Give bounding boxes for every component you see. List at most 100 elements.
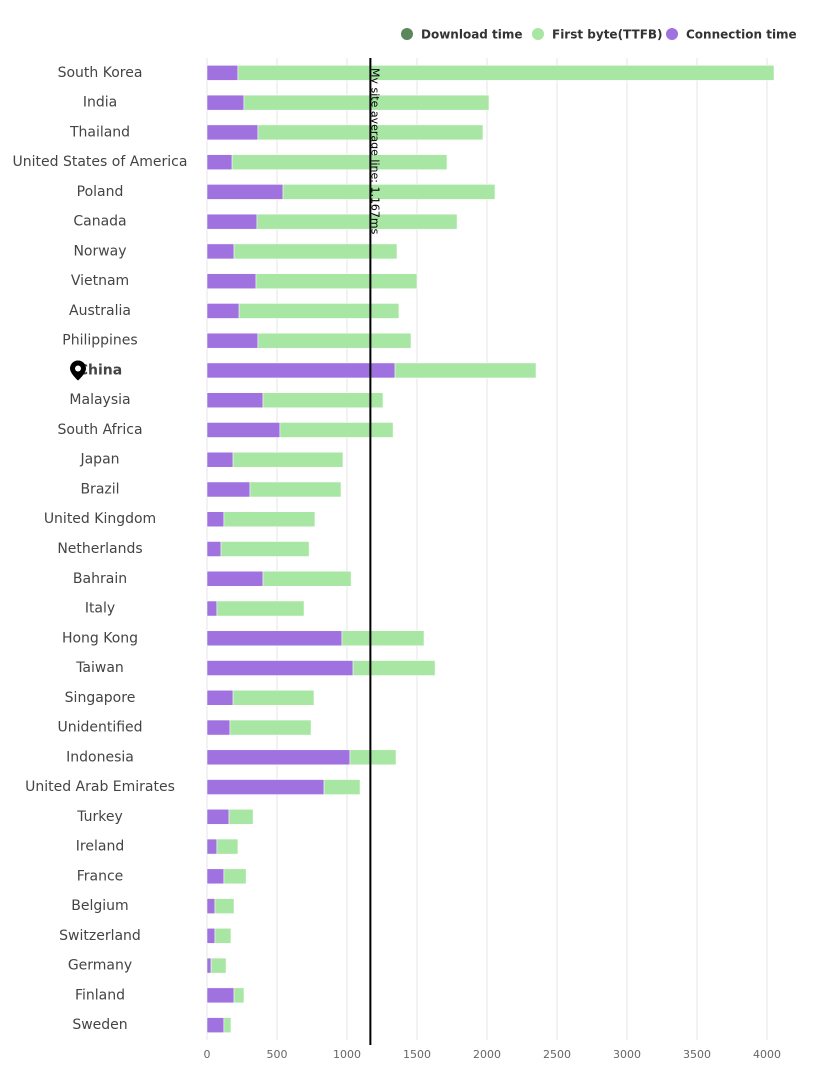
y-tick-label: Unidentified <box>57 720 142 736</box>
x-tick-label: 1500 <box>403 1048 431 1061</box>
y-tick-label: Taiwan <box>75 660 124 676</box>
bar-segment <box>223 868 247 885</box>
bar-segment <box>206 719 231 736</box>
bar-segment <box>206 571 264 587</box>
bar-segment <box>210 957 227 974</box>
bar-segment <box>216 838 239 855</box>
bar-segment <box>323 779 361 795</box>
bar-segment <box>206 362 396 379</box>
bar-segment <box>206 1017 225 1033</box>
y-tick-label: Bahrain <box>73 571 127 587</box>
y-tick-label: Norway <box>73 243 126 259</box>
bar-segment <box>206 511 225 527</box>
y-tick-label: Hong Kong <box>62 630 138 646</box>
y-tick-label: India <box>83 95 117 111</box>
average-label: My site average line: 1,167ms <box>368 68 381 235</box>
y-tick-label: Canada <box>73 214 126 230</box>
bar-segment <box>282 184 496 200</box>
bar-segment <box>206 94 245 111</box>
bar-segment <box>206 184 284 200</box>
bar-segment <box>243 94 490 111</box>
x-tick-label: 2000 <box>473 1048 501 1061</box>
bar-segment <box>206 422 281 438</box>
x-tick-label: 0 <box>204 1048 211 1061</box>
legend-label: First byte(TTFB) <box>552 28 663 42</box>
bar-segment <box>206 65 239 81</box>
bar-segment <box>238 303 400 319</box>
legend-marker <box>401 28 413 40</box>
bar-segment <box>206 779 325 795</box>
x-tick-label: 3500 <box>683 1048 711 1061</box>
bar-segment <box>206 392 264 408</box>
y-tick-label: Switzerland <box>59 928 141 944</box>
bar-segment <box>249 481 342 498</box>
legend-label: Download time <box>421 28 523 42</box>
bar-segment <box>255 273 418 289</box>
bar-segment <box>206 898 216 914</box>
bar-segment <box>229 719 312 736</box>
bar-segment <box>214 928 232 944</box>
bar-segment <box>206 838 218 855</box>
y-tick-label: Italy <box>85 601 115 617</box>
y-tick-label: China <box>78 362 122 378</box>
legend-marker <box>666 28 678 40</box>
bar-segment <box>220 541 310 557</box>
y-tick-label: Finland <box>75 987 125 1003</box>
bar-segment <box>341 630 425 647</box>
bar-segment <box>279 422 394 438</box>
bar-segment <box>233 243 398 260</box>
y-tick-label: Poland <box>77 184 124 200</box>
y-tick-label: Belgium <box>71 898 128 914</box>
legend-label: Connection time <box>686 28 797 42</box>
y-tick-label: Indonesia <box>66 749 134 765</box>
bar-segment <box>231 154 448 170</box>
bar-segment <box>206 541 222 557</box>
y-tick-label: United States of America <box>13 154 188 170</box>
y-tick-label: Philippines <box>62 333 137 349</box>
y-tick-label: Sweden <box>72 1017 127 1033</box>
bar-segment <box>206 451 234 468</box>
bar-segment <box>206 660 354 676</box>
y-tick-label: Vietnam <box>71 273 129 289</box>
bar-segment <box>206 690 234 706</box>
y-tick-label: Singapore <box>65 690 136 706</box>
bar-segment <box>352 660 436 676</box>
y-tick-label: South Africa <box>57 422 142 438</box>
x-tick-label: 2500 <box>543 1048 571 1061</box>
bar-segment <box>256 213 458 230</box>
bar-segment <box>206 630 343 647</box>
bar-segment <box>216 600 305 617</box>
bar-segment <box>206 928 216 944</box>
y-tick-label: Thailand <box>69 124 130 140</box>
y-tick-label: Germany <box>68 958 132 974</box>
bar-segment <box>349 749 397 766</box>
bar-segment <box>206 987 235 1004</box>
y-tick-label: Ireland <box>76 839 124 855</box>
y-tick-label: Brazil <box>80 481 119 497</box>
x-tick-label: 500 <box>267 1048 288 1061</box>
bar-segment <box>206 809 230 825</box>
y-tick-label: United Kingdom <box>44 511 156 527</box>
bar-segment <box>262 392 384 408</box>
y-tick-label: France <box>77 868 124 884</box>
x-tick-label: 3000 <box>613 1048 641 1061</box>
bar-segment <box>394 362 537 379</box>
bar-segment <box>206 868 225 885</box>
x-tick-label: 4000 <box>753 1048 781 1061</box>
y-tick-label: United Arab Emirates <box>25 779 175 795</box>
y-tick-label: Turkey <box>76 809 123 825</box>
bar-segment <box>228 809 254 825</box>
bar-segment <box>237 65 775 81</box>
bar-segment <box>206 273 257 289</box>
bar-segment <box>206 124 259 141</box>
x-tick-label: 1000 <box>333 1048 361 1061</box>
bar-segment <box>233 987 245 1004</box>
bar-segment <box>206 303 240 319</box>
bar-segment <box>223 511 316 527</box>
bar-segment <box>206 600 218 617</box>
bar-segment <box>206 481 251 498</box>
location-icon <box>70 360 86 381</box>
y-tick-label: Malaysia <box>69 392 130 408</box>
bar-segment <box>206 957 212 974</box>
